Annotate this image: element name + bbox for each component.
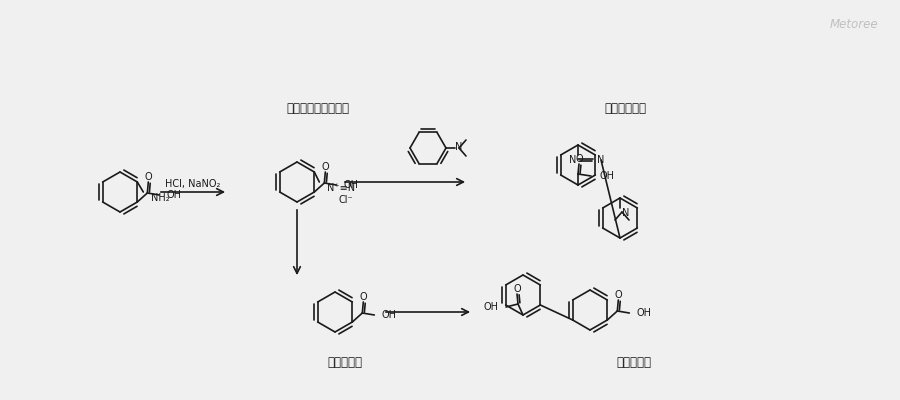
Text: ベンザイン: ベンザイン (328, 356, 363, 370)
Text: O: O (359, 292, 367, 302)
Text: N: N (455, 142, 463, 152)
Text: Metoree: Metoree (830, 18, 878, 31)
Text: OH: OH (483, 302, 498, 312)
Text: O: O (615, 290, 622, 300)
Text: N: N (622, 208, 629, 218)
Text: Cl⁻: Cl⁻ (338, 195, 353, 205)
Text: N⁺≡N: N⁺≡N (328, 183, 356, 193)
Text: O: O (145, 172, 152, 182)
Text: N: N (597, 155, 605, 165)
Text: HCl, NaNO₂: HCl, NaNO₂ (166, 179, 220, 189)
Text: NH₂: NH₂ (151, 193, 170, 203)
Text: ジフェン酸: ジフェン酸 (616, 356, 652, 370)
Text: OH: OH (166, 190, 181, 200)
Text: OH: OH (343, 180, 358, 190)
Text: メチルレッド: メチルレッド (604, 102, 646, 114)
Text: O: O (513, 284, 521, 294)
Text: OH: OH (382, 310, 396, 320)
Text: O: O (575, 154, 583, 164)
Text: ジアゾニウムイオン: ジアゾニウムイオン (286, 102, 349, 114)
Text: O: O (321, 162, 329, 172)
Text: OH: OH (599, 171, 614, 181)
Text: N: N (569, 155, 576, 165)
Text: OH: OH (636, 308, 652, 318)
